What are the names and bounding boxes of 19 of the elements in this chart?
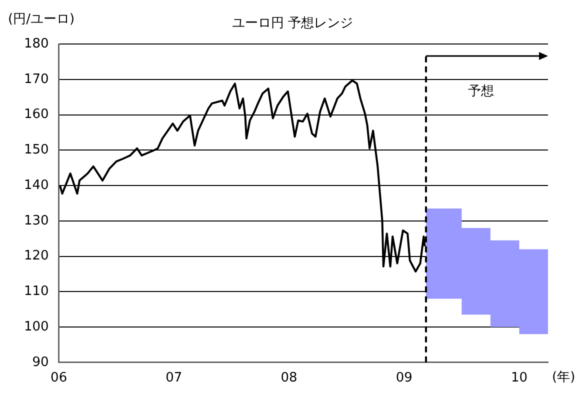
- y-tick-label: 150: [24, 142, 49, 158]
- x-tick-label: 08: [280, 370, 298, 386]
- x-tick-label: 07: [166, 370, 182, 386]
- y-tick-label: 100: [24, 319, 49, 334]
- y-tick-label: 170: [24, 72, 49, 87]
- x-axis-title: (年): [552, 369, 576, 386]
- y-tick-label: 110: [24, 284, 49, 300]
- y-tick-label: 140: [24, 178, 49, 193]
- y-tick-label: 120: [24, 248, 49, 264]
- chart-title: ユーロ円 予想レンジ: [232, 16, 354, 31]
- y-axis-title: (円/ユーロ): [8, 11, 75, 28]
- y-tick-label: 180: [24, 36, 49, 52]
- x-tick-label: 06: [50, 370, 68, 386]
- x-tick-label: 09: [396, 370, 412, 386]
- y-tick-label: 130: [24, 213, 49, 228]
- x-tick-label: 10: [510, 370, 528, 386]
- y-tick-label: 90: [32, 354, 49, 370]
- y-tick-label: 160: [24, 107, 49, 122]
- annotation: 予想: [468, 83, 494, 100]
